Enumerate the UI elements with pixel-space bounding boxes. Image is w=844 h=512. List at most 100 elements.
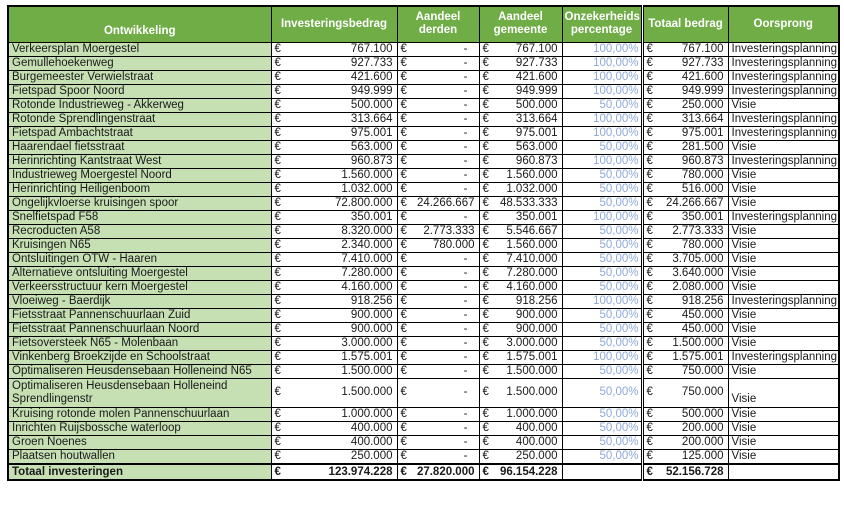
municipality-share-cell: €900.000 (478, 321, 563, 337)
third-party-share-cell: € - (396, 434, 480, 450)
euro-symbol: € (482, 154, 489, 167)
investment-amount-cell: €250.000 (270, 448, 398, 464)
third-party-share-cell: € - (396, 335, 480, 351)
investment-amount-cell: €1.032.000 (270, 181, 398, 197)
euro-symbol: € (400, 421, 407, 434)
origin-cell: Visie (727, 181, 840, 197)
table-row: Plaatsen houtwallen €250.000 € - €250.000… (7, 448, 840, 464)
total-amount-cell: €350.001 (640, 209, 729, 225)
investment-amount-cell: €1.500.000 (270, 377, 398, 408)
table-row: Fietsstraat Pannenschuurlaan Zuid €900.0… (7, 307, 840, 323)
uncertainty-percentage-cell: 50,00% (561, 279, 643, 295)
euro-symbol: € (274, 42, 281, 55)
municipality-share-cell: €1.560.000 (478, 237, 563, 253)
third-party-share-cell: € - (396, 406, 480, 422)
euro-symbol: € (400, 266, 407, 279)
euro-symbol: € (274, 238, 281, 251)
column-header-ontwikkeling: Ontwikkeling (7, 5, 272, 43)
development-name-cell: Industrieweg Moergestel Noord (7, 167, 272, 183)
uncertainty-percentage-cell: 50,00% (561, 307, 643, 323)
origin-cell: Visie (727, 265, 840, 281)
uncertainty-percentage-cell: 100,00% (561, 69, 643, 85)
euro-symbol: € (274, 336, 281, 349)
euro-symbol: € (646, 84, 653, 97)
euro-symbol: € (646, 70, 653, 83)
euro-symbol: € (400, 126, 407, 139)
euro-symbol: € (482, 336, 489, 349)
third-party-share-cell: € - (396, 55, 480, 71)
municipality-share-cell: €3.000.000 (478, 335, 563, 351)
municipality-share-cell: €5.546.667 (478, 223, 563, 239)
euro-symbol: € (646, 364, 653, 377)
euro-symbol: € (274, 56, 281, 69)
uncertainty-percentage-cell: 100,00% (561, 83, 643, 99)
investment-amount-cell: €313.664 (270, 111, 398, 127)
third-party-share-cell: € - (396, 279, 480, 295)
development-name-cell: Fietsstraat Pannenschuurlaan Zuid (7, 307, 272, 323)
investment-amount-cell: €960.873 (270, 153, 398, 169)
development-name-cell: Optimaliseren Heusdensebaan Holleneind N… (7, 363, 272, 379)
euro-symbol: € (646, 421, 653, 434)
euro-symbol: € (274, 112, 281, 125)
euro-symbol: € (400, 224, 407, 237)
municipality-share-cell: €400.000 (478, 420, 563, 436)
euro-symbol: € (482, 56, 489, 69)
euro-symbol: € (482, 210, 489, 223)
euro-symbol: € (646, 322, 653, 335)
investment-amount-cell: €7.280.000 (270, 265, 398, 281)
municipality-share-cell: €1.500.000 (478, 363, 563, 379)
total-amount-cell: €767.100 (640, 41, 729, 57)
development-name-cell: Groen Noenes (7, 434, 272, 450)
municipality-share-cell: €350.001 (478, 209, 563, 225)
euro-symbol: € (400, 182, 407, 195)
third-party-share-cell: € - (396, 251, 480, 267)
euro-symbol: € (646, 168, 653, 181)
euro-symbol: € (274, 407, 281, 420)
euro-symbol: € (482, 252, 489, 265)
origin-cell: Investeringsplanning (727, 111, 840, 127)
table-row: Vloeiweg - Baerdijk €918.256 € - €918.256… (7, 293, 840, 309)
table-row: Industrieweg Moergestel Noord €1.560.000… (7, 167, 840, 183)
euro-symbol: € (482, 126, 489, 139)
uncertainty-percentage-cell: 100,00% (561, 349, 643, 365)
euro-symbol: € (274, 308, 281, 321)
origin-cell: Visie (727, 307, 840, 323)
origin-cell: Visie (727, 434, 840, 450)
total-amount-cell: €927.733 (640, 55, 729, 71)
investment-amount-cell: €350.001 (270, 209, 398, 225)
third-party-share-cell: € - (396, 363, 480, 379)
euro-symbol: € (482, 196, 489, 209)
euro-symbol: € (646, 336, 653, 349)
euro-symbol: € (274, 386, 281, 398)
municipality-share-cell: €500.000 (478, 97, 563, 113)
euro-symbol: € (482, 465, 489, 478)
euro-symbol: € (646, 154, 653, 167)
euro-symbol: € (274, 70, 281, 83)
municipality-share-cell: €949.999 (478, 83, 563, 99)
table-row: Recroducten A58 €8.320.000 €2.773.333 €5… (7, 223, 840, 239)
uncertainty-percentage-cell: 50,00% (561, 377, 643, 408)
euro-symbol: € (482, 112, 489, 125)
total-amount-cell: €500.000 (640, 406, 729, 422)
investment-amount-cell: €3.000.000 (270, 335, 398, 351)
uncertainty-percentage-cell: 50,00% (561, 321, 643, 337)
development-name-cell: Plaatsen houtwallen (7, 448, 272, 464)
uncertainty-percentage-cell: 50,00% (561, 167, 643, 183)
euro-symbol: € (274, 294, 281, 307)
origin-cell: Investeringsplanning (727, 41, 840, 57)
euro-symbol: € (400, 252, 407, 265)
total-amount-cell: €1.575.001 (640, 349, 729, 365)
table-row: Kruising rotonde molen Pannenschuurlaan … (7, 406, 840, 422)
development-name-cell: Ongelijkvloerse kruisingen spoor (7, 195, 272, 211)
investment-amount-cell: €975.001 (270, 125, 398, 141)
table-row: Herinrichting Heiligenboom €1.032.000 € -… (7, 181, 840, 197)
euro-symbol: € (646, 386, 653, 398)
municipality-share-cell: €900.000 (478, 307, 563, 323)
table-row: Snelfietspad F58 €350.001 € - €350.001 10… (7, 209, 840, 225)
header-row: Ontwikkeling Investeringsbedrag Aandeel … (7, 5, 840, 43)
euro-symbol: € (274, 140, 281, 153)
euro-symbol: € (482, 449, 489, 462)
development-name-cell: Vinkenberg Broekzijde en Schoolstraat (7, 349, 272, 365)
euro-symbol: € (274, 182, 281, 195)
uncertainty-percentage-cell: 50,00% (561, 420, 643, 436)
